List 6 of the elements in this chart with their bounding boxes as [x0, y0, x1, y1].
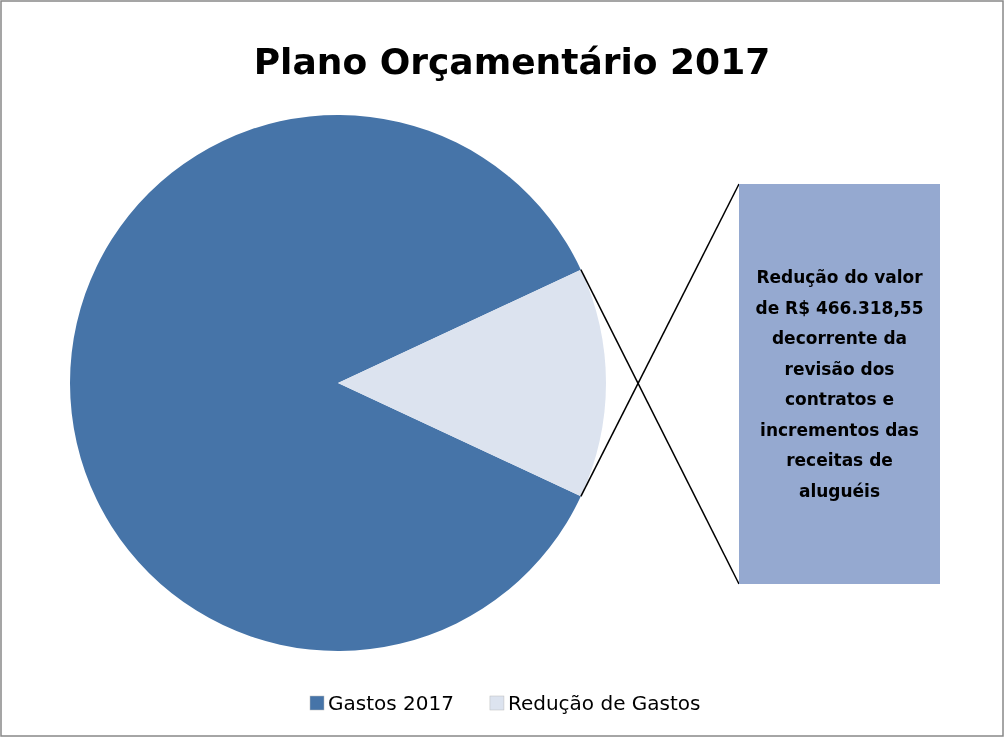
pie-slice: [70, 115, 581, 651]
pie-slice: [338, 269, 606, 497]
legend-label: Gastos 2017: [328, 691, 454, 715]
chart-title: Plano Orçamentário 2017: [253, 41, 771, 82]
text: Redução do valor de R$ 466.318,55 decorrente da revisão dos contratos e incrementos das receitas de aluguéis: [755, 267, 924, 501]
legend-label: Redução de Gastos: [507, 691, 701, 715]
